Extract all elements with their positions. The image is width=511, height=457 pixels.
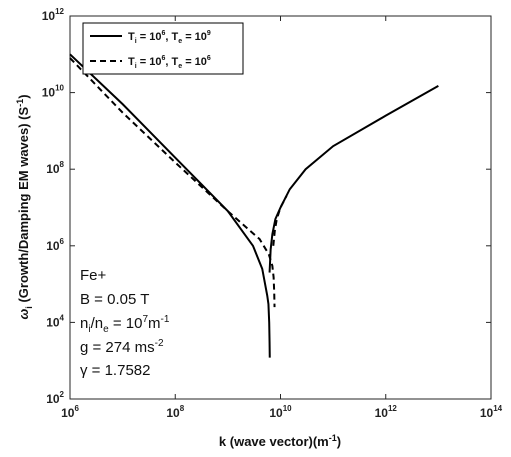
anno-ion: Fe+ (80, 267, 107, 284)
series-layer (69, 53, 439, 358)
series-line-dashed-branch-2 (272, 195, 288, 246)
x-tick-label: 1010 (269, 404, 292, 420)
series-line-solid-branch-1 (69, 53, 271, 358)
series-line-dashed-branch-1 (69, 57, 276, 308)
x-tick-label: 1014 (480, 404, 503, 420)
legend-label-solid: Ti = 106, Te = 109 (128, 30, 211, 45)
x-tick-label: 108 (166, 404, 184, 420)
series-line-solid-branch-2 (268, 84, 439, 273)
anno-b-field: B = 0.05 T (80, 291, 149, 308)
anno-gamma: γ = 1.7582 (80, 362, 150, 379)
y-tick-label: 1012 (42, 7, 65, 23)
y-tick-label: 108 (46, 160, 64, 176)
anno-density: ni/ne = 107m-1 (80, 314, 170, 335)
y-axis-ticks: 102 104 106 108 1010 1012 (42, 7, 491, 406)
legend: Ti = 106, Te = 109 Ti = 106, Te = 106 (82, 22, 244, 75)
x-tick-label: 106 (61, 404, 79, 420)
x-axis-ticks: 106 108 1010 1012 1014 (61, 16, 503, 420)
x-axis-title: k (wave vector)(m-1) (219, 433, 341, 449)
y-tick-label: 1010 (42, 84, 65, 100)
legend-box (82, 22, 244, 75)
y-tick-label: 106 (46, 237, 64, 253)
y-axis-title: ωi (Growth/Damping EM waves) (S-1) (15, 94, 34, 319)
legend-label-dashed: Ti = 106, Te = 106 (128, 55, 211, 70)
y-tick-label: 104 (46, 313, 64, 329)
x-tick-label: 1012 (375, 404, 398, 420)
parameter-annotations: Fe+ B = 0.05 T ni/ne = 107m-1 g = 274 ms… (80, 267, 170, 379)
anno-gravity: g = 274 ms-2 (80, 338, 164, 356)
y-tick-label: 102 (46, 390, 64, 406)
